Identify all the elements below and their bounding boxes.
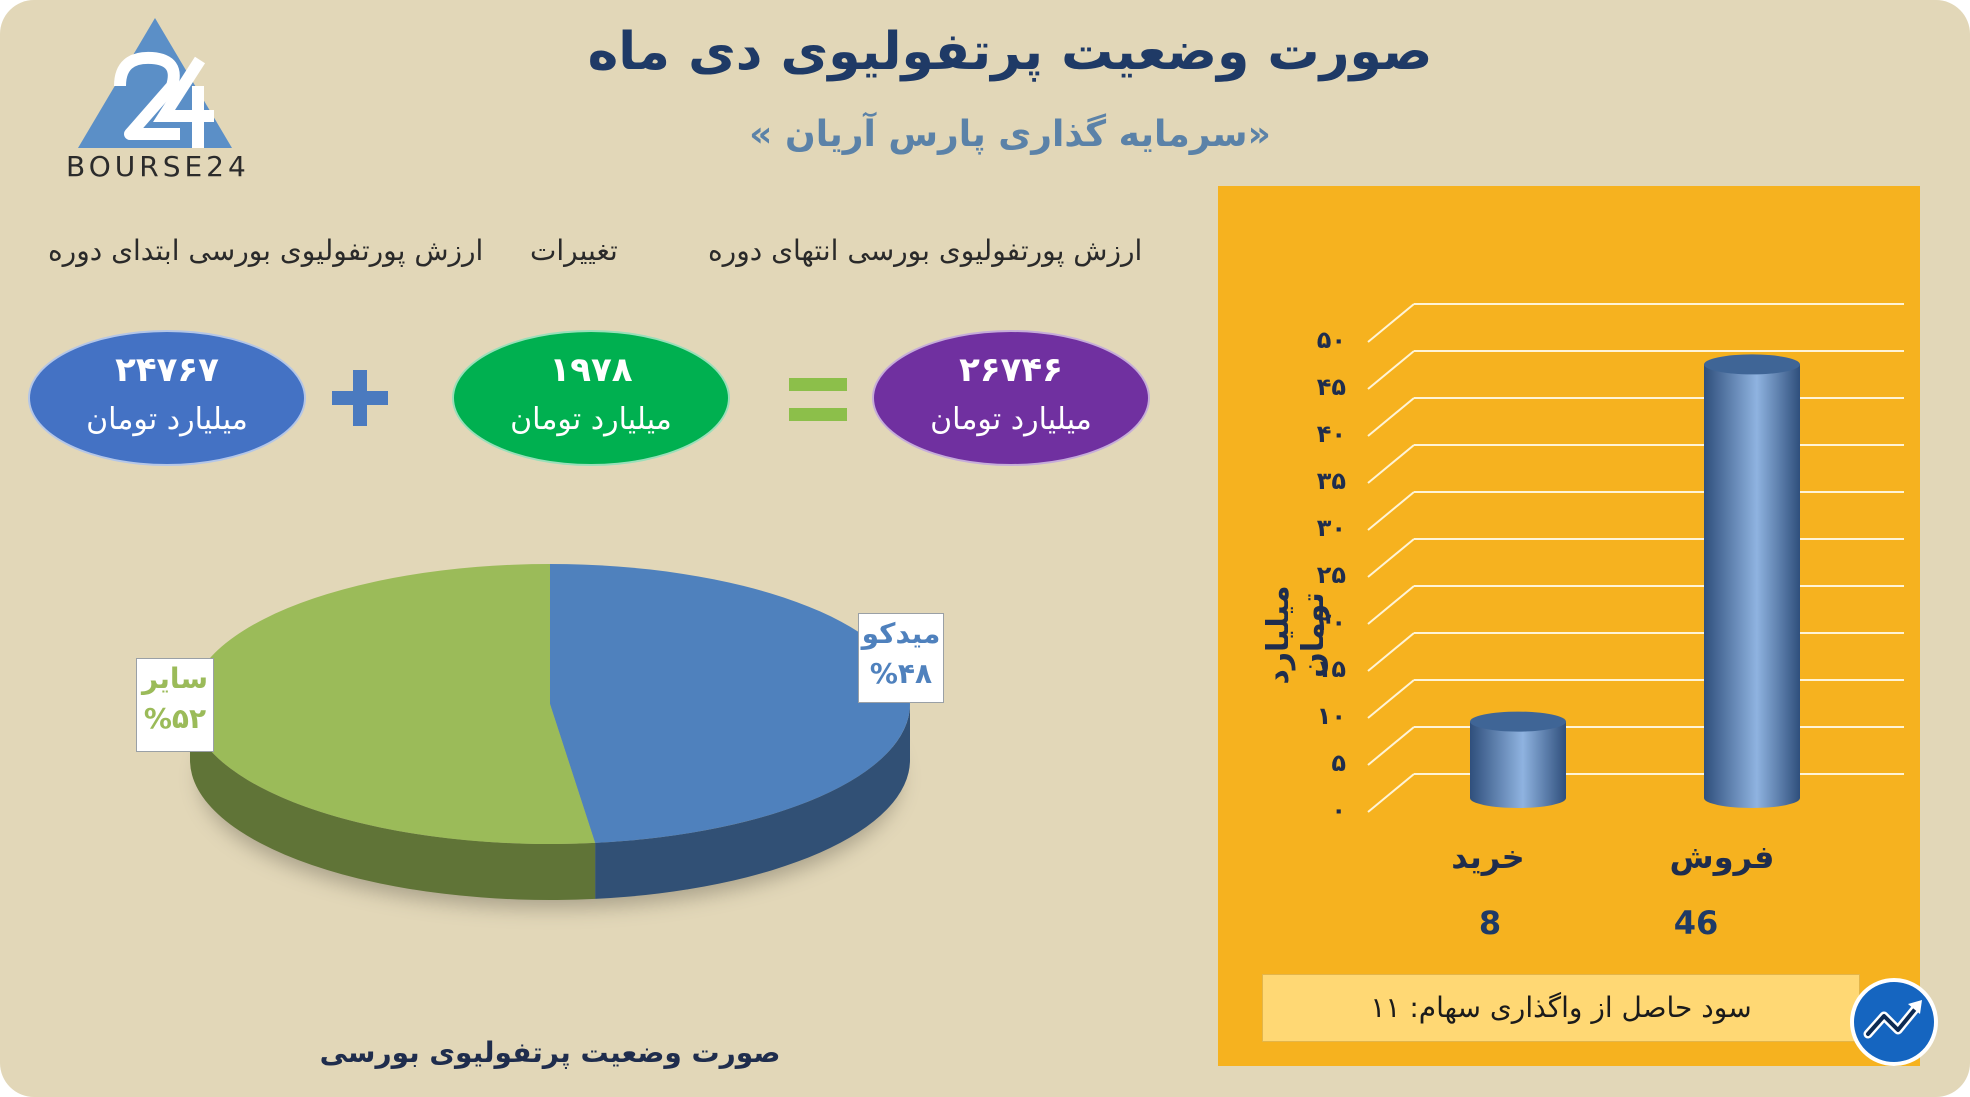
bar-top-0: [1704, 354, 1800, 375]
y-tick-label: ۳۰: [1316, 514, 1346, 542]
bourse24-logo: [78, 18, 232, 148]
change-value-oval: ۱۹۷۸ میلیارد تومان: [452, 330, 730, 466]
bar-value-sell: 46: [1673, 904, 1719, 942]
equals-icon-bottom: [789, 408, 847, 421]
pie-slice-0: [550, 564, 910, 843]
trend-arrow-icon: [1863, 1000, 1922, 1039]
start-value-unit: میلیارد تومان: [86, 402, 248, 437]
pie-chart-caption: صورت وضعیت پرتفولیوی بورسی: [319, 1036, 781, 1069]
pie-label-midco-name: میدکو: [861, 617, 941, 650]
bar-value-buy: 8: [1478, 904, 1502, 942]
y-tick-label: ۳۵: [1316, 467, 1346, 495]
y-tick-label: ۴۰: [1316, 420, 1346, 448]
grid-diag: [1367, 773, 1415, 813]
bar-chart-panel: [1218, 186, 1920, 1066]
y-tick-label: ۵۰: [1316, 326, 1346, 354]
bar-category-buy: خرید: [1451, 838, 1525, 876]
grid-diag: [1367, 444, 1415, 484]
change-value-unit: میلیارد تومان: [510, 402, 672, 437]
grid-diag: [1367, 679, 1415, 719]
logo-text: BOURSE24: [66, 150, 250, 183]
y-tick-label: ۲۵: [1316, 561, 1346, 589]
grid-diag: [1367, 303, 1415, 343]
page-subtitle: «سرمایه گذاری پارس آریان »: [749, 114, 1271, 155]
grid-diag: [1367, 585, 1415, 625]
grid-diag: [1367, 491, 1415, 531]
pie-side-1: [190, 704, 596, 900]
pie-label-midco-value: %۴۸: [869, 657, 933, 690]
y-tick-label: ۱۰: [1316, 702, 1346, 730]
grid-diag: [1367, 726, 1415, 766]
y-tick-label: ۲۰: [1316, 608, 1346, 636]
pie-side-0: [595, 704, 910, 899]
grid-diag: [1367, 397, 1415, 437]
bar-0: [1704, 364, 1800, 808]
grid-diag: [1367, 632, 1415, 672]
pie-label-other-name: سایر: [142, 662, 208, 695]
y-tick-label: ۴۵: [1316, 373, 1346, 401]
pie-slice-1: [189, 564, 596, 845]
end-value-unit: میلیارد تومان: [930, 402, 1092, 437]
y-tick-label: ۱۵: [1316, 655, 1346, 683]
bar-category-sell: فروش: [1669, 838, 1775, 876]
y-tick-label: ۰: [1331, 796, 1346, 824]
page-title: صورت وضعیت پرتفولیوی دی ماه: [587, 22, 1433, 82]
trend-badge-icon: [1850, 978, 1938, 1066]
grid-diag: [1367, 538, 1415, 578]
profit-box: سود حاصل از واگذاری سهام: ۱۱: [1262, 974, 1860, 1042]
equals-icon-top: [789, 378, 847, 391]
end-value-heading: ارزش پورتفولیوی بورسی انتهای دوره: [708, 234, 1143, 267]
grid-diag: [1367, 350, 1415, 390]
start-value-oval: ۲۴۷۶۷ میلیارد تومان: [28, 330, 306, 466]
pie-label-other-value: %۵۲: [143, 702, 207, 735]
plus-icon-horizontal: [332, 391, 388, 405]
pie-label-midco: میدکو %۴۸: [858, 613, 944, 703]
change-value: ۱۹۷۸: [549, 350, 633, 390]
bar-top-1: [1470, 711, 1566, 732]
start-value-heading: ارزش پورتفولیوی بورسی ابتدای دوره: [48, 234, 484, 267]
bar-1: [1470, 721, 1566, 808]
start-value: ۲۴۷۶۷: [115, 350, 219, 390]
y-tick-label: ۵: [1331, 749, 1346, 777]
pie-label-other: سایر %۵۲: [136, 658, 214, 752]
end-value: ۲۶۷۴۶: [959, 350, 1063, 390]
change-heading: تغییرات: [530, 234, 618, 267]
end-value-oval: ۲۶۷۴۶ میلیارد تومان: [872, 330, 1150, 466]
